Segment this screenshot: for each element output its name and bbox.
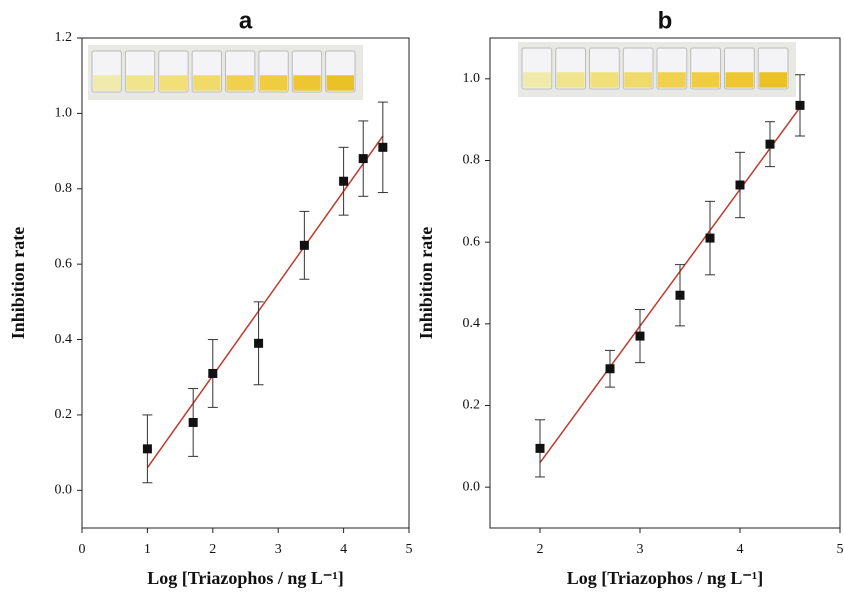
fit-line xyxy=(539,106,801,464)
y-tick-label: 0.4 xyxy=(55,332,73,347)
y-tick-label: 0.0 xyxy=(463,479,481,494)
x-axis-label: Log [Triazophos / ng L⁻¹] xyxy=(567,568,764,588)
x-tick-label: 3 xyxy=(637,542,644,557)
x-axis-label: Log [Triazophos / ng L⁻¹] xyxy=(147,568,344,588)
vial-liquid xyxy=(159,75,188,91)
vial-liquid xyxy=(590,72,619,88)
point xyxy=(299,240,309,250)
y-tick-label: 1.0 xyxy=(55,106,73,121)
y-tick-label: 0.6 xyxy=(463,234,481,249)
y-tick-label: 1.0 xyxy=(463,71,481,86)
point xyxy=(705,233,715,243)
point xyxy=(208,368,218,378)
point xyxy=(378,142,388,152)
point xyxy=(735,180,745,190)
y-tick-label: 0.4 xyxy=(463,316,481,331)
point xyxy=(765,139,775,149)
point xyxy=(605,364,615,374)
x-tick-label: 5 xyxy=(406,542,413,557)
vial-liquid xyxy=(259,75,288,91)
vial-liquid xyxy=(624,72,652,88)
y-tick-label: 1.2 xyxy=(55,30,73,45)
point xyxy=(254,338,264,348)
y-tick-label: 0.0 xyxy=(55,483,73,498)
point xyxy=(675,290,685,300)
x-tick-label: 0 xyxy=(79,542,86,557)
point xyxy=(339,176,349,186)
x-tick-label: 2 xyxy=(209,542,216,557)
point xyxy=(635,331,645,341)
chart-title: a xyxy=(239,7,253,34)
vial-liquid xyxy=(293,75,321,91)
x-tick-label: 4 xyxy=(737,542,744,557)
vial-liquid xyxy=(226,75,254,91)
vial-liquid xyxy=(725,72,754,88)
x-tick-label: 3 xyxy=(275,542,282,557)
fit-line xyxy=(146,135,384,469)
y-tick-label: 0.6 xyxy=(55,256,73,271)
x-tick-label: 1 xyxy=(144,542,151,557)
x-tick-label: 2 xyxy=(537,542,544,557)
y-axis-label: Inhibition rate xyxy=(8,227,28,340)
vial-liquid xyxy=(193,75,221,91)
y-tick-label: 0.8 xyxy=(55,181,73,196)
plot-frame xyxy=(489,37,841,529)
point xyxy=(142,444,152,454)
vial-liquid xyxy=(93,75,121,91)
x-tick-label: 4 xyxy=(340,542,347,557)
x-tick-label: 5 xyxy=(837,542,844,557)
point xyxy=(795,100,805,110)
chart-title: b xyxy=(658,7,673,34)
point xyxy=(535,443,545,453)
y-tick-label: 0.2 xyxy=(463,398,481,413)
plot-frame xyxy=(81,37,410,529)
y-tick-label: 0.8 xyxy=(463,153,481,168)
vial-liquid xyxy=(759,72,787,88)
y-axis-label: Inhibition rate xyxy=(416,227,436,340)
vial-liquid xyxy=(691,72,720,88)
vial-liquid xyxy=(556,72,585,88)
point xyxy=(188,417,198,427)
vial-liquid xyxy=(326,75,354,91)
vial-liquid xyxy=(126,75,154,91)
y-tick-label: 0.2 xyxy=(55,407,73,422)
vial-liquid xyxy=(523,72,551,88)
vial-liquid xyxy=(658,72,686,88)
point xyxy=(358,154,368,164)
